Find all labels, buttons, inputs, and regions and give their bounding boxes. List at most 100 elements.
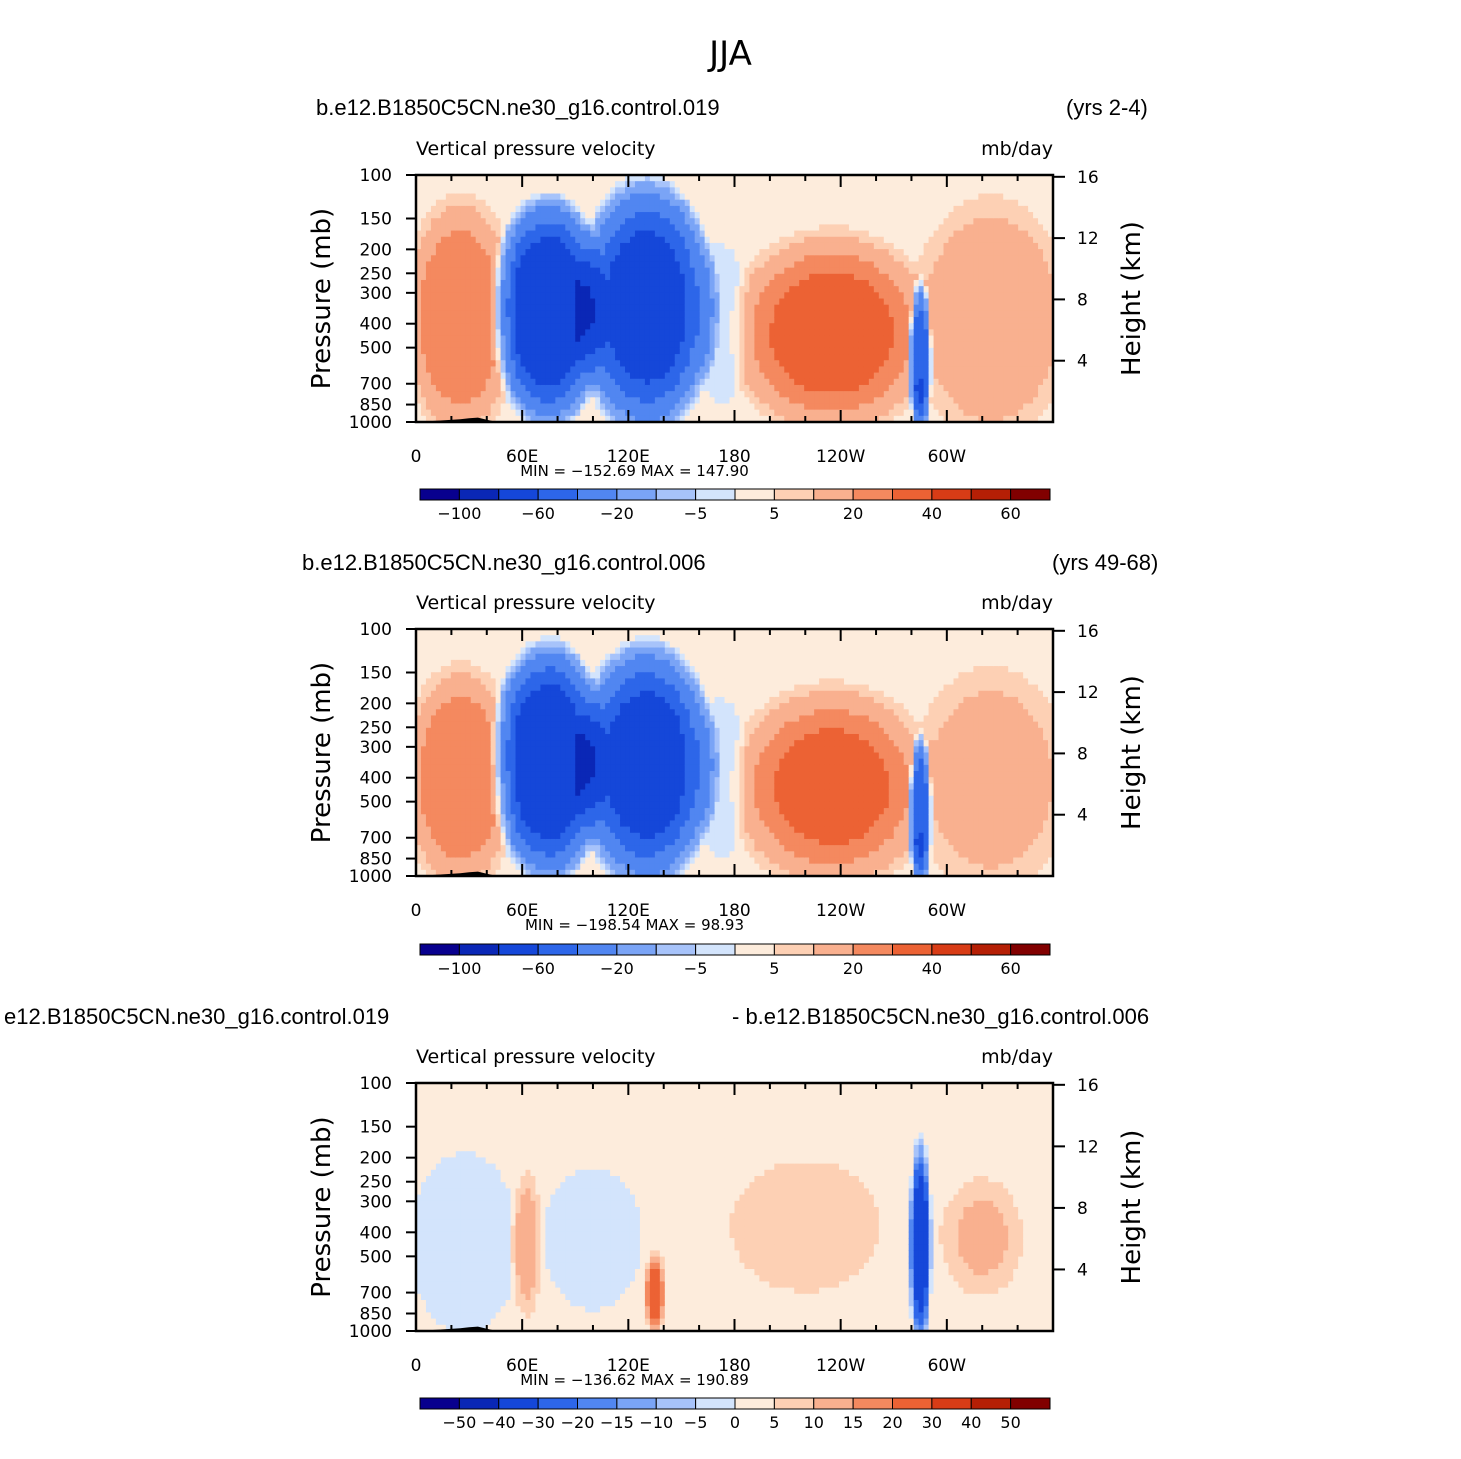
field-cell (495, 384, 502, 392)
field-cell (420, 205, 427, 213)
field-cell (868, 286, 875, 293)
field-cell (590, 298, 596, 306)
field-cell (669, 212, 676, 219)
field-cell (550, 360, 556, 368)
field-cell (470, 347, 477, 355)
field-cell (754, 335, 760, 343)
field-cell (739, 360, 746, 368)
field-cell (649, 193, 656, 201)
field-cell (450, 261, 457, 269)
field-cell (923, 286, 930, 293)
field-cell (450, 224, 457, 232)
field-cell (530, 366, 537, 374)
field-cell (903, 255, 910, 263)
field-cell (908, 323, 915, 330)
field-cell (445, 242, 452, 250)
field-cell (445, 391, 452, 398)
field-cell (888, 255, 895, 263)
field-cell (1033, 187, 1039, 195)
field-cell (858, 317, 865, 324)
field-cell (963, 403, 969, 411)
field-cell (863, 403, 870, 411)
field-cell (480, 323, 487, 330)
field-cell (694, 255, 701, 263)
field-cell (878, 298, 885, 306)
field-cell (928, 236, 935, 244)
field-cell (659, 242, 666, 250)
field-cell (719, 273, 726, 281)
field-cell (615, 329, 621, 337)
field-cell (679, 415, 686, 423)
field-cell (525, 372, 532, 380)
field-cell (784, 304, 790, 312)
field-cell (784, 175, 790, 182)
field-cell (893, 298, 900, 306)
field-cell (515, 360, 522, 368)
field-cell (540, 242, 546, 250)
field-cell (938, 366, 945, 374)
field-cell (1013, 292, 1019, 300)
field-cell (545, 335, 551, 343)
field-cell (754, 366, 760, 374)
field-cell (445, 236, 452, 244)
field-cell (565, 199, 571, 207)
field-cell (500, 187, 507, 195)
field-cell (839, 335, 845, 343)
field-cell (928, 286, 935, 293)
field-cell (615, 279, 621, 287)
field-cell (963, 329, 969, 337)
field-cell (893, 230, 900, 238)
field-cell (948, 292, 955, 300)
field-cell (754, 175, 760, 182)
field-cell (1018, 230, 1024, 238)
field-cell (555, 378, 561, 386)
field-cell (600, 372, 606, 380)
field-cell (416, 193, 422, 201)
field-cell (435, 360, 442, 368)
field-cell (654, 329, 661, 337)
field-cell (928, 224, 935, 232)
field-cell (654, 273, 661, 281)
field-cell (435, 317, 442, 324)
field-cell (440, 236, 447, 244)
field-cell (848, 298, 855, 306)
field-cell (913, 199, 920, 207)
field-cell (416, 378, 422, 386)
field-cell (714, 378, 721, 386)
field-cell (545, 372, 551, 380)
field-cell (560, 415, 566, 423)
field-cell (923, 261, 930, 269)
field-cell (465, 317, 472, 324)
field-cell (634, 310, 641, 318)
field-cell (580, 310, 586, 318)
field-cell (679, 335, 686, 343)
field-cell (789, 347, 795, 355)
field-cell (839, 187, 845, 195)
field-cell (625, 354, 631, 361)
field-cell (425, 205, 432, 213)
field-cell (430, 304, 437, 312)
field-cell (435, 261, 442, 269)
field-cell (500, 286, 507, 293)
field-cell (525, 199, 532, 207)
field-cell (435, 298, 442, 306)
field-cell (794, 261, 800, 269)
field-cell (794, 415, 800, 423)
field-cell (565, 378, 571, 386)
field-cell (923, 403, 930, 411)
field-cell (913, 372, 920, 380)
field-cell (1028, 298, 1034, 306)
field-cell (649, 372, 656, 380)
field-cell (1018, 341, 1024, 349)
panel3-case-title-left: e12.B1850C5CN.ne30_g16.control.019 (4, 1004, 390, 1029)
field-cell (744, 323, 751, 330)
field-cell (878, 175, 885, 182)
field-cell (769, 175, 775, 182)
field-cell (948, 205, 955, 213)
field-cell (883, 403, 890, 411)
field-cell (958, 224, 965, 232)
field-cell (654, 279, 661, 287)
field-cell (998, 181, 1004, 188)
field-cell (938, 304, 945, 312)
field-cell (968, 249, 974, 256)
